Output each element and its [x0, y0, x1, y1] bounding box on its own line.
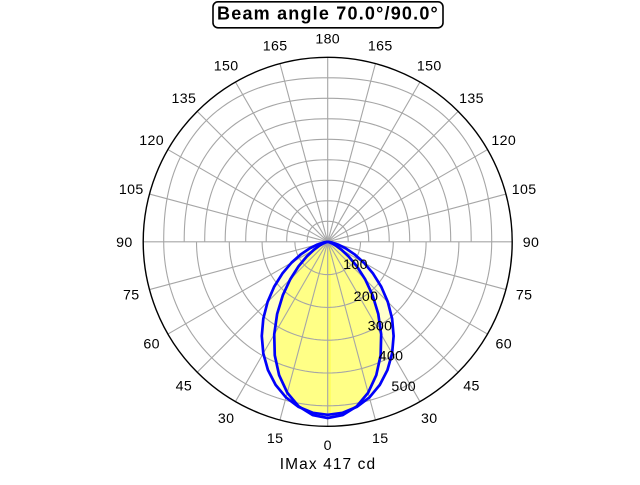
svg-text:105: 105 — [119, 182, 144, 198]
svg-text:75: 75 — [123, 287, 139, 303]
svg-text:105: 105 — [512, 182, 537, 198]
svg-text:IMax 417 cd: IMax 417 cd — [280, 456, 377, 473]
svg-text:15: 15 — [372, 431, 388, 447]
svg-text:150: 150 — [214, 59, 239, 75]
svg-text:0: 0 — [324, 438, 332, 454]
svg-text:120: 120 — [491, 133, 516, 149]
svg-text:135: 135 — [172, 91, 197, 107]
svg-text:400: 400 — [379, 349, 404, 365]
svg-text:135: 135 — [459, 91, 484, 107]
svg-text:Beam angle 70.0°/90.0°: Beam angle 70.0°/90.0° — [217, 4, 439, 24]
svg-text:60: 60 — [496, 337, 512, 353]
svg-text:200: 200 — [354, 289, 379, 305]
svg-text:45: 45 — [463, 379, 479, 395]
svg-text:100: 100 — [343, 257, 368, 273]
svg-text:180: 180 — [315, 32, 340, 48]
svg-text:90: 90 — [116, 235, 132, 251]
svg-text:45: 45 — [176, 379, 192, 395]
svg-text:90: 90 — [523, 235, 539, 251]
svg-text:500: 500 — [391, 379, 416, 395]
svg-text:30: 30 — [218, 411, 234, 427]
svg-text:30: 30 — [421, 411, 437, 427]
svg-text:15: 15 — [267, 431, 283, 447]
svg-text:165: 165 — [263, 38, 288, 54]
svg-text:120: 120 — [139, 133, 164, 149]
svg-text:75: 75 — [516, 287, 532, 303]
svg-text:150: 150 — [417, 59, 442, 75]
svg-text:165: 165 — [368, 38, 393, 54]
svg-text:60: 60 — [143, 337, 159, 353]
svg-text:300: 300 — [368, 319, 393, 335]
